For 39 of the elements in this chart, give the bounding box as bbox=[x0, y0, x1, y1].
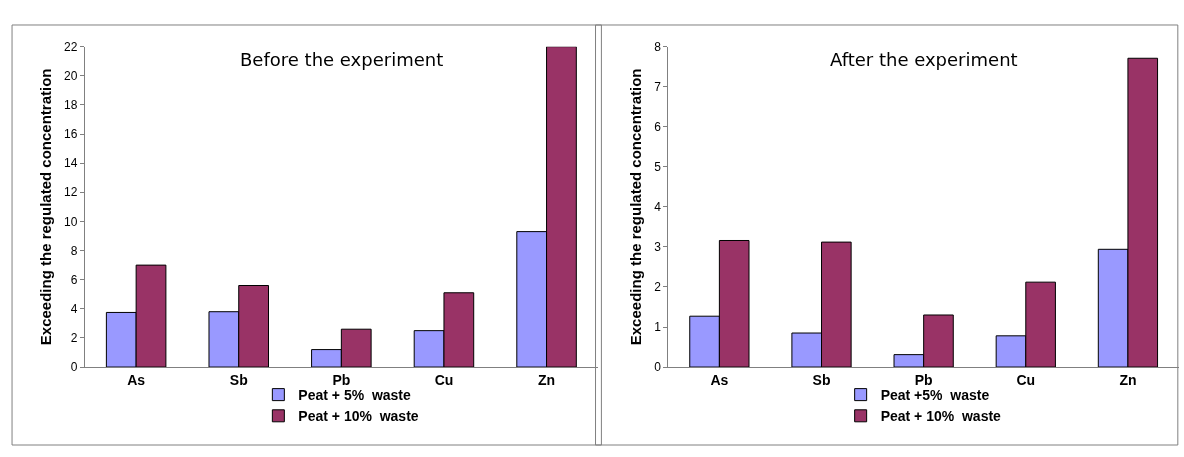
y-tick-label: 0 bbox=[70, 360, 78, 375]
x-tick-label: As bbox=[127, 371, 146, 388]
legend-label: Peat + 5% waste bbox=[298, 387, 412, 404]
y-tick-label: 22 bbox=[64, 39, 78, 54]
legend-label: Peat + 10% waste bbox=[298, 408, 419, 425]
y-tick-label: 2 bbox=[654, 280, 662, 295]
y-tick-label: 2 bbox=[70, 331, 78, 346]
y-tick-label: 4 bbox=[70, 302, 78, 316]
y-tick-label: 6 bbox=[70, 272, 78, 287]
x-tick-label: Zn bbox=[538, 371, 556, 388]
y-tick-label: 6 bbox=[654, 119, 662, 134]
x-tick-label: Cu bbox=[434, 371, 454, 388]
y-tick-label: 16 bbox=[64, 127, 78, 142]
y-tick-label: 8 bbox=[70, 243, 78, 258]
y-tick-label: 14 bbox=[64, 156, 78, 171]
y-axis-title: Exceeding the regulated concentration bbox=[627, 68, 645, 346]
x-tick-label: Zn bbox=[1119, 371, 1137, 388]
y-tick-label: 1 bbox=[654, 320, 662, 335]
y-tick-label: 20 bbox=[64, 68, 78, 83]
x-tick-label: Sb bbox=[812, 371, 831, 388]
y-tick-label: 12 bbox=[64, 185, 78, 200]
chart-title: Before the experiment bbox=[240, 49, 444, 70]
x-tick-label: Pb bbox=[914, 371, 933, 388]
y-tick-label: 10 bbox=[64, 214, 78, 229]
x-tick-label: Cu bbox=[1016, 371, 1036, 388]
y-tick-label: 4 bbox=[654, 200, 662, 215]
chart-title: After the experiment bbox=[830, 49, 1018, 70]
x-tick-label: Sb bbox=[229, 371, 248, 388]
y-tick-label: 5 bbox=[654, 160, 662, 174]
y-tick-label: 3 bbox=[654, 240, 662, 255]
x-tick-label: As bbox=[710, 371, 729, 388]
y-tick-label: 8 bbox=[654, 39, 662, 54]
y-tick-label: 18 bbox=[64, 98, 78, 113]
y-axis-title: Exceeding the regulated concentration bbox=[37, 68, 55, 346]
legend-label: Peat +5% waste bbox=[880, 387, 990, 404]
y-tick-label: 0 bbox=[654, 360, 662, 375]
legend-label: Peat + 10% waste bbox=[880, 408, 1002, 425]
y-tick-label: 7 bbox=[654, 79, 662, 94]
x-tick-label: Pb bbox=[332, 371, 351, 388]
